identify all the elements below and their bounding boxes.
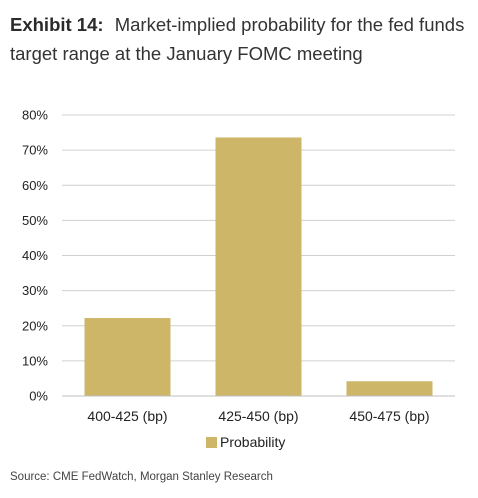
source-note: Source: CME FedWatch, Morgan Stanley Res…: [10, 471, 273, 483]
y-tick-label: 10%: [22, 353, 48, 368]
y-tick-label: 50%: [22, 213, 48, 228]
legend-swatch: [206, 437, 217, 448]
y-tick-label: 20%: [22, 318, 48, 333]
y-axis-tick-labels: 0% 10% 20% 30% 40% 50% 60% 70% 80%: [22, 108, 48, 404]
chart-title: Market-implied probability for the fed f…: [10, 14, 465, 64]
bar: [346, 381, 433, 396]
legend-label: Probability: [220, 434, 285, 450]
y-tick-label: 30%: [22, 283, 48, 298]
y-tick-label: 70%: [22, 143, 48, 158]
legend: Probability: [206, 434, 285, 450]
y-tick-label: 80%: [22, 108, 48, 123]
x-tick-label: 425-450 (bp): [218, 408, 298, 424]
exhibit-title: Exhibit 14: Market-implied probability f…: [10, 10, 470, 68]
exhibit-number: Exhibit 14:: [10, 14, 104, 35]
bar: [215, 137, 302, 397]
x-tick-label: 450-475 (bp): [349, 408, 429, 424]
y-tick-label: 40%: [22, 248, 48, 263]
y-tick-label: 60%: [22, 178, 48, 193]
x-axis-tick-labels: 400-425 (bp) 425-450 (bp) 450-475 (bp): [87, 408, 429, 424]
bars: [84, 137, 433, 397]
y-tick-label: 0%: [29, 389, 48, 404]
x-tick-label: 400-425 (bp): [87, 408, 167, 424]
bar: [84, 318, 171, 396]
